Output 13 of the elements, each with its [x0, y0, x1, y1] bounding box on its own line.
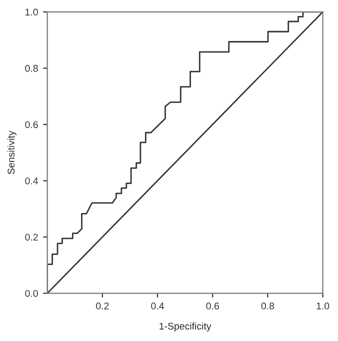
y-tick-label: 0.0 — [25, 290, 38, 297]
x-axis-title: 1-Specificity — [160, 322, 212, 332]
x-tick-label: 0.6 — [206, 302, 219, 310]
y-tick-label: 1.0 — [26, 8, 38, 16]
x-tick-label: 0.4 — [151, 302, 164, 310]
y-tick-label: 0.2 — [25, 234, 38, 241]
y-axis-title: Sensitivity — [7, 130, 16, 174]
x-tick-label: 0.2 — [96, 302, 109, 310]
y-tick-label: 0.4 — [25, 177, 38, 184]
x-tick-label: 1.0 — [316, 302, 330, 310]
y-tick-label: 0.6 — [25, 121, 38, 128]
y-tick-label: 0.8 — [25, 64, 38, 72]
x-tick-label: 0.8 — [261, 302, 274, 310]
